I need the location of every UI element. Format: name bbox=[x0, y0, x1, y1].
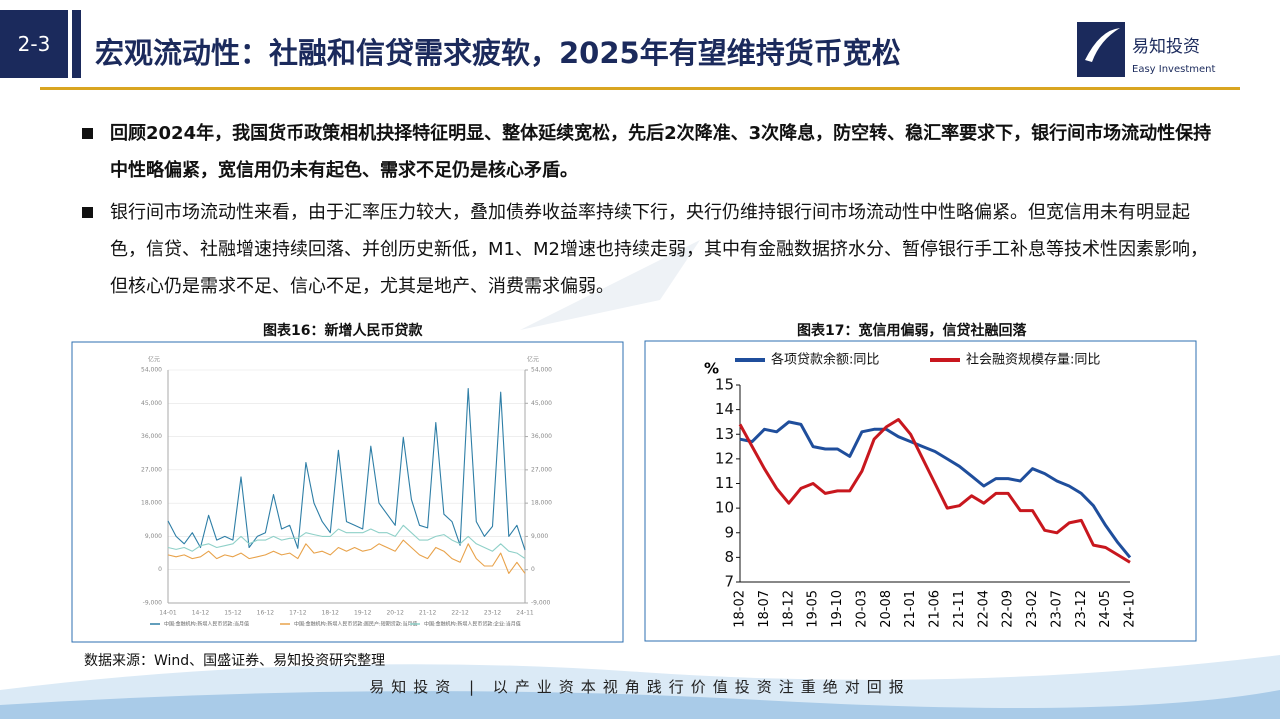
slide-title: 宏观流动性：社融和信贷需求疲软，2025年有望维持货币宽松 bbox=[95, 36, 901, 70]
watermark bbox=[520, 240, 700, 330]
x-tick-label: 20-12 bbox=[386, 610, 404, 617]
logo-cn: 易知投资 bbox=[1132, 37, 1200, 57]
x-tick-label: 23-12 bbox=[1074, 590, 1089, 628]
y-tick-label: 7 bbox=[724, 573, 734, 591]
y-tick-label: 54,000 bbox=[141, 367, 162, 374]
x-tick-label: 15-12 bbox=[224, 610, 242, 617]
x-tick-label: 22-12 bbox=[451, 610, 469, 617]
y-tick-label: 9,000 bbox=[145, 533, 162, 540]
series-line bbox=[167, 524, 526, 560]
bullet-marker bbox=[82, 207, 93, 218]
wave bbox=[0, 690, 1280, 719]
y2-tick-label: 45,000 bbox=[531, 400, 552, 407]
chart-frame bbox=[644, 340, 1197, 642]
legend-label: 中国:金融机构:新增人民币贷款:居民户:短期贷款:当月值 bbox=[294, 621, 417, 628]
x-tick-label: 18-07 bbox=[757, 590, 772, 628]
bullet-marker bbox=[82, 128, 93, 139]
bullet: 回顾2024年，我国货币政策相机抉择特征明显、整体延续宽松，先后2次降准、3次降… bbox=[110, 123, 1212, 181]
x-tick-label: 21-11 bbox=[952, 590, 967, 628]
x-tick-label: 24-10 bbox=[1123, 590, 1138, 628]
y-tick-label: 14 bbox=[715, 400, 734, 418]
chart-title: 图表16：新增人民币贷款 bbox=[263, 323, 423, 339]
y-tick-label: 15 bbox=[715, 376, 734, 394]
y-tick-label: -9,000 bbox=[143, 600, 163, 607]
y2-tick-label: 18,000 bbox=[531, 500, 552, 507]
x-tick-label: 16-12 bbox=[257, 610, 275, 617]
series-line bbox=[167, 387, 526, 551]
x-tick-label: 22-04 bbox=[976, 590, 991, 628]
series-line bbox=[167, 539, 526, 574]
x-tick-label: 18-02 bbox=[733, 590, 748, 628]
x-tick-label: 17-12 bbox=[289, 610, 307, 617]
y-tick-label: 36,000 bbox=[141, 433, 162, 440]
source: 数据来源：Wind、国盛证券、易知投资研究整理 bbox=[84, 653, 386, 669]
x-tick-label: 18-12 bbox=[781, 590, 796, 628]
legend-label: 中国:金融机构:新增人民币贷款:当月值 bbox=[164, 621, 249, 628]
y2-tick-label: 36,000 bbox=[531, 433, 552, 440]
series-line bbox=[739, 420, 1132, 559]
y-tick-label: 11 bbox=[715, 474, 734, 492]
y-tick-label: 0 bbox=[158, 566, 162, 573]
x-tick-label: 19-05 bbox=[806, 590, 821, 628]
x-tick-label: 24-05 bbox=[1098, 590, 1113, 628]
legend-label: 中国:金融机构:新增人民币贷款:企业:当月值 bbox=[424, 621, 521, 628]
y-tick-label: 45,000 bbox=[141, 400, 162, 407]
legend-label: 各项贷款余额:同比 bbox=[771, 352, 879, 368]
y2-tick-label: 0 bbox=[531, 566, 535, 573]
x-tick-label: 22-09 bbox=[1001, 590, 1016, 628]
logo-en: Easy Investment bbox=[1132, 64, 1215, 75]
chart-title: 图表17：宽信用偏弱，信贷社融回落 bbox=[797, 323, 1027, 339]
y-tick-label: 13 bbox=[715, 425, 734, 443]
footer: 易知投资 | 以产业资本视角践行价值投资注重绝对回报 bbox=[369, 678, 911, 696]
series-line bbox=[738, 418, 1131, 564]
y-tick-label: 8 bbox=[724, 548, 734, 566]
unit-label: 亿元 bbox=[148, 356, 160, 364]
header-bar bbox=[72, 10, 81, 78]
legend-label: 社会融资规模存量:同比 bbox=[966, 352, 1100, 368]
bullet: 银行间市场流动性来看，由于汇率压力较大，叠加债券收益率持续下行，央行仍维持银行间… bbox=[110, 202, 1208, 297]
x-tick-label: 19-12 bbox=[354, 610, 372, 617]
y2-tick-label: 54,000 bbox=[531, 367, 552, 374]
x-tick-label: 20-03 bbox=[854, 590, 869, 628]
x-tick-label: 21-01 bbox=[903, 590, 918, 628]
y-tick-label: 18,000 bbox=[141, 500, 162, 507]
x-tick-label: 14-01 bbox=[159, 610, 177, 617]
x-tick-label: 23-12 bbox=[484, 610, 502, 617]
divider bbox=[40, 87, 1240, 90]
x-tick-label: 24-11 bbox=[516, 610, 534, 617]
x-tick-label: 14-12 bbox=[192, 610, 210, 617]
y-tick-label: 12 bbox=[715, 449, 734, 467]
y2-tick-label: 27,000 bbox=[531, 466, 552, 473]
y2-tick-label: -9,000 bbox=[531, 600, 551, 607]
chart-frame bbox=[71, 341, 624, 643]
x-tick-label: 23-02 bbox=[1025, 590, 1040, 628]
x-tick-label: 23-07 bbox=[1049, 590, 1064, 628]
section-number: 2-3 bbox=[0, 10, 68, 78]
x-tick-label: 21-06 bbox=[928, 590, 943, 628]
x-tick-label: 20-08 bbox=[879, 590, 894, 628]
y-tick-label: 27,000 bbox=[141, 466, 162, 473]
y-axis-label: % bbox=[704, 360, 719, 378]
x-tick-label: 19-10 bbox=[830, 590, 845, 628]
unit-label: 亿元 bbox=[527, 356, 539, 364]
logo-icon bbox=[1077, 22, 1125, 77]
logo-swoosh bbox=[1085, 28, 1120, 62]
y-tick-label: 10 bbox=[715, 499, 734, 517]
x-tick-label: 21-12 bbox=[419, 610, 437, 617]
x-tick-label: 18-12 bbox=[322, 610, 340, 617]
y-tick-label: 9 bbox=[724, 523, 734, 541]
y2-tick-label: 9,000 bbox=[531, 533, 548, 540]
